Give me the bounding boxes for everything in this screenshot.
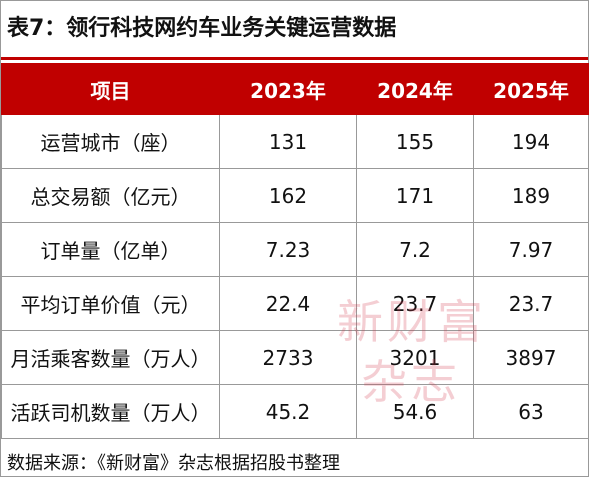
- label-cell: 月活乘客数量（万人）: [1, 330, 220, 385]
- page: 表7：领行科技网约车业务关键运营数据 项目 2023年 2024年 2025年 运营城…: [0, 0, 589, 477]
- header-cell: 2023年: [219, 63, 357, 115]
- watermark: 新财富: [337, 295, 487, 349]
- table-row: 平均订单价值（元） 22.4 23.7 23.7: [1, 276, 589, 331]
- watermark: 杂志: [361, 355, 461, 409]
- table-row: 活跃司机数量（万人） 45.2 54.6 63: [1, 384, 589, 439]
- label-cell: 活跃司机数量（万人）: [1, 384, 220, 439]
- table-row: 总交易额（亿元） 162 171 189: [1, 168, 589, 223]
- label-cell: 订单量（亿单）: [1, 222, 220, 277]
- table-row: 月活乘客数量（万人） 2733 3201 3897: [1, 330, 589, 385]
- value-cell: 23.7: [356, 276, 474, 331]
- value-cell: 45.2: [219, 384, 357, 439]
- title: 表7：领行科技网约车业务关键运营数据: [1, 1, 588, 60]
- value-cell: 155: [356, 114, 474, 169]
- value-cell: 3201: [356, 330, 474, 385]
- value-cell: 23.7: [473, 276, 589, 331]
- value-cell: 22.4: [219, 276, 357, 331]
- value-cell: 54.6: [356, 384, 474, 439]
- value-cell: 63: [473, 384, 589, 439]
- value-cell: 162: [219, 168, 357, 223]
- header-cell: 2024年: [356, 63, 474, 115]
- header-cell: 项目: [1, 63, 220, 115]
- value-cell: 2733: [219, 330, 357, 385]
- label-cell: 运营城市（座）: [1, 114, 220, 169]
- header-row: 项目 2023年 2024年 2025年: [1, 63, 589, 115]
- header-cell: 2025年: [473, 63, 589, 115]
- label-cell: 总交易额（亿元）: [1, 168, 220, 223]
- table-row: 运营城市（座） 131 155 194: [1, 114, 589, 169]
- value-cell: 7.97: [473, 222, 589, 277]
- source-note: 数据来源：《新财富》杂志根据招股书整理: [7, 453, 340, 474]
- value-cell: 131: [219, 114, 357, 169]
- value-cell: 171: [356, 168, 474, 223]
- data-table: 项目 2023年 2024年 2025年 运营城市（座） 131 155 194 总交易额（亿…: [1, 63, 589, 439]
- label-cell: 平均订单价值（元）: [1, 276, 220, 331]
- value-cell: 7.2: [356, 222, 474, 277]
- value-cell: 3897: [473, 330, 589, 385]
- value-cell: 7.23: [219, 222, 357, 277]
- table-body: 运营城市（座） 131 155 194 总交易额（亿元） 162 171 189 订单量（亿单）…: [1, 114, 589, 439]
- table-row: 订单量（亿单） 7.23 7.2 7.97: [1, 222, 589, 277]
- value-cell: 189: [473, 168, 589, 223]
- value-cell: 194: [473, 114, 589, 169]
